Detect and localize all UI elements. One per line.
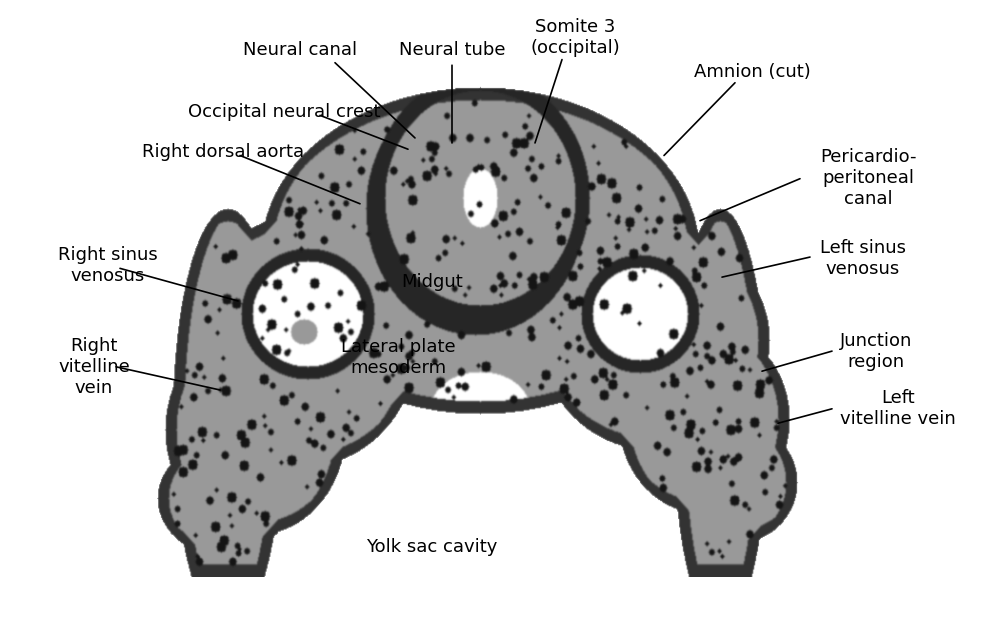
Text: Left sinus
venosus: Left sinus venosus (820, 239, 906, 278)
Text: Occipital neural crest: Occipital neural crest (188, 103, 380, 120)
Text: Right
vitelline
vein: Right vitelline vein (58, 337, 130, 397)
Text: Lateral plate
mesoderm: Lateral plate mesoderm (341, 338, 455, 377)
Text: Somite 3
(occipital): Somite 3 (occipital) (530, 18, 620, 57)
Text: Neural tube: Neural tube (399, 41, 505, 59)
Text: Pericardio-
peritoneal
canal: Pericardio- peritoneal canal (820, 148, 916, 208)
Text: Yolk sac cavity: Yolk sac cavity (366, 538, 498, 556)
Text: Midgut: Midgut (401, 273, 463, 291)
Text: Left
vitelline vein: Left vitelline vein (840, 389, 956, 428)
Text: Right dorsal aorta: Right dorsal aorta (142, 143, 304, 161)
Text: Right sinus
venosus: Right sinus venosus (58, 246, 158, 285)
Text: Junction
region: Junction region (840, 332, 912, 371)
Text: Amnion (cut): Amnion (cut) (694, 63, 810, 81)
Text: Neural canal: Neural canal (243, 41, 357, 59)
